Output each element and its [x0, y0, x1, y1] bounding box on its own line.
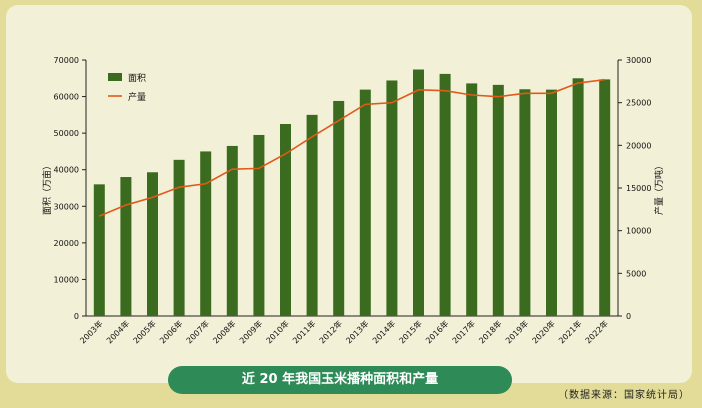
bar	[253, 134, 265, 316]
left-tick-label: 50000	[54, 129, 79, 138]
bar	[466, 83, 478, 316]
x-tick-label: 2005年	[131, 318, 158, 345]
bar	[280, 124, 291, 316]
bar	[359, 89, 371, 316]
x-tick-label: 2007年	[184, 318, 211, 345]
bar-series	[93, 69, 611, 317]
data-source-note: （数据来源：国家统计局）	[558, 390, 690, 401]
bar	[120, 177, 132, 316]
left-tick-label: 60000	[54, 93, 79, 102]
bar	[200, 151, 212, 316]
bar	[492, 84, 504, 317]
x-tick-label: 2020年	[530, 318, 557, 345]
left-tick-label: 10000	[54, 275, 79, 284]
x-tick-label: 2018年	[477, 318, 504, 345]
x-tick-label: 2016年	[423, 318, 450, 345]
chart-caption: 近 20 年我国玉米播种面积和产量	[168, 366, 512, 394]
bar	[546, 89, 557, 316]
x-tick-label: 2008年	[211, 318, 238, 345]
x-tick-labels: 2003年 2004年 2005年 2006年 2007年 2008年 2009年 2010年…	[78, 318, 611, 345]
x-tick-label: 2009年	[237, 318, 264, 345]
bar	[226, 145, 238, 316]
x-tick-label: 2022年	[583, 318, 610, 345]
x-tick-label: 2017年	[450, 318, 477, 345]
left-tick-label: 30000	[54, 202, 79, 211]
bar	[333, 100, 345, 317]
legend-swatch-area	[108, 73, 122, 81]
legend-label-production: 产量	[128, 91, 146, 103]
y-axis-title: 面积（万亩）	[41, 161, 53, 215]
right-tick-label: 20000	[626, 141, 651, 150]
right-tick-label: 10000	[626, 227, 651, 236]
left-tick-label: 0	[74, 312, 79, 321]
x-tick-label: 2015年	[397, 318, 424, 345]
right-tick-label: 15000	[626, 184, 651, 193]
right-tick-label: 0	[626, 312, 631, 321]
bar	[147, 172, 158, 316]
y2-axis-title: 产量（万吨）	[653, 161, 665, 215]
x-tick-label: 2010年	[264, 318, 291, 345]
line-series	[98, 78, 605, 217]
x-tick-label: 2014年	[370, 318, 397, 345]
bar	[386, 80, 398, 316]
bar	[413, 69, 424, 316]
production-line	[98, 78, 605, 217]
x-tick-label: 2013年	[344, 318, 371, 345]
bar	[306, 114, 318, 316]
bar	[173, 159, 185, 316]
x-tick-label: 2012年	[317, 318, 344, 345]
bar	[572, 78, 584, 317]
left-tick-label: 20000	[54, 239, 79, 248]
right-tick-label: 5000	[626, 269, 646, 278]
bar	[519, 89, 531, 316]
x-tick-label: 2006年	[157, 318, 184, 345]
bar	[599, 79, 611, 316]
bar	[439, 73, 451, 316]
x-tick-label: 2011年	[290, 318, 317, 345]
left-tick-label: 40000	[54, 166, 79, 175]
right-tick-label: 25000	[626, 99, 651, 108]
x-tick-label: 2003年	[78, 318, 105, 345]
x-tick-label: 2019年	[503, 318, 530, 345]
x-tick-label: 2004年	[104, 318, 131, 345]
left-tick-label: 70000	[54, 56, 79, 65]
right-tick-label: 30000	[626, 56, 651, 65]
legend-label-area: 面积	[128, 72, 146, 84]
bar	[93, 184, 105, 316]
x-tick-label: 2021年	[556, 318, 583, 345]
